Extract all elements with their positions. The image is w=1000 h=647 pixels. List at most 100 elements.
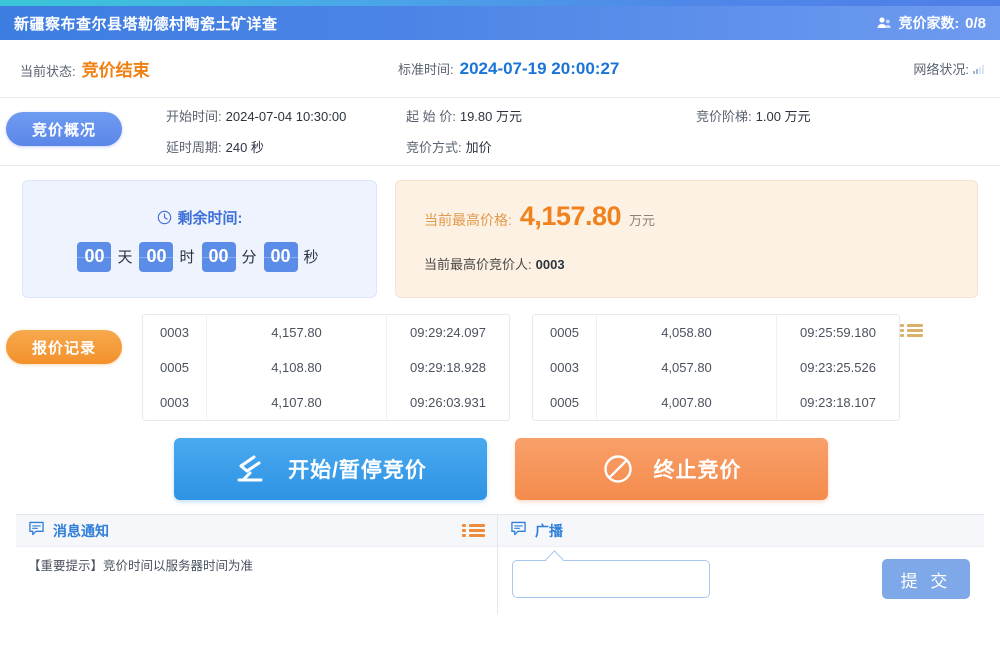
current-state-value: 竞价结束 (81, 61, 150, 80)
table-cell-time: 09:29:18.928 (410, 360, 486, 375)
terminate-bidding-button[interactable]: 终止竞价 (515, 438, 828, 500)
table-cell-bidder: 0003 (143, 315, 207, 350)
table-cell-price: 4,057.80 (597, 350, 777, 385)
message-panel-header: 消息通知 (16, 515, 497, 547)
highest-price-value: 4,157.80 (519, 201, 622, 231)
overview-value: 加价 (465, 140, 492, 155)
bidders-count: 0/8 (965, 14, 986, 32)
remaining-time-label: 剩余时间: (177, 209, 243, 227)
table-cell-bidder: 0003 (533, 350, 597, 385)
overview-value: 1.00 万元 (755, 109, 811, 124)
overview-section: 竞价概况 开始时间: 2024-07-04 10:30:00 起 始 价: 19.8… (0, 98, 1000, 166)
overview-key: 竞价方式: (406, 140, 462, 155)
bidders-count-group: 竞价家数: 0/8 (876, 13, 986, 33)
highest-price-label: 当前最高价格: (424, 212, 512, 228)
overview-key: 起 始 价: (406, 109, 456, 124)
highest-price-unit: 万元 (629, 213, 656, 228)
terminate-bidding-label: 终止竞价 (653, 459, 742, 482)
standard-time-group: 标准时间: 2024-07-19 20:00:27 (398, 59, 619, 79)
overview-key: 开始时间: (166, 109, 222, 124)
countdown-seconds-unit: 秒 (303, 249, 319, 266)
countdown-hours-unit: 时 (179, 249, 195, 266)
remaining-time-card: 剩余时间: 00 天 00 时 00 分 00 秒 (22, 180, 377, 298)
overview-item-start-time: 开始时间: 2024-07-04 10:30:00 (166, 106, 406, 125)
tab-bid-records-label: 报价记录 (31, 339, 96, 357)
standard-time-value: 2024-07-19 20:00:27 (459, 58, 620, 78)
bottom-panels: 消息通知 【重要提示】竞价时间以服务器时间为准 广播 (16, 514, 984, 614)
current-state-group: 当前状态: 竞价结束 (20, 56, 150, 81)
remaining-time-header: 剩余时间: (157, 207, 243, 228)
broadcast-input-wrapper (512, 560, 868, 598)
page-title: 新疆察布查尔县塔勒德村陶瓷土矿详查 (14, 15, 278, 33)
table-cell-price: 4,108.80 (207, 350, 387, 385)
highest-bidder-value: 0003 (535, 257, 565, 272)
broadcast-panel-header: 广播 (498, 515, 984, 547)
overview-item-start-price: 起 始 价: 19.80 万元 (406, 106, 696, 125)
bid-records-table-right: 0005 4,058.80 09:25:59.180 0003 4,057.80… (532, 314, 900, 421)
bidders-label: 竞价家数: (898, 15, 960, 31)
countdown-seconds: 00 (263, 241, 298, 272)
network-status-label: 网络状况: (913, 62, 969, 77)
start-pause-bidding-label: 开始/暂停竞价 (288, 459, 427, 482)
message-list-icon[interactable] (462, 524, 485, 537)
table-cell-bidder: 0005 (533, 385, 597, 420)
start-pause-bidding-button[interactable]: 开始/暂停竞价 (174, 438, 487, 500)
tab-overview[interactable]: 竞价概况 (6, 112, 122, 146)
overview-key: 延时周期: (166, 140, 222, 155)
table-cell-price: 4,157.80 (207, 315, 387, 350)
overview-item-delay-cycle: 延时周期: 240 秒 (166, 137, 406, 156)
countdown-days-unit: 天 (117, 249, 133, 266)
gavel-icon (234, 454, 268, 484)
overview-grid: 开始时间: 2024-07-04 10:30:00 起 始 价: 19.80 万元 … (166, 106, 1000, 156)
summary-cards: 剩余时间: 00 天 00 时 00 分 00 秒 当前最高价格: 4,157.… (0, 166, 1000, 310)
broadcast-panel-title: 广播 (535, 522, 563, 539)
overview-value: 2024-07-04 10:30:00 (225, 109, 347, 124)
countdown-minutes-unit: 分 (241, 249, 257, 266)
title-bar: 新疆察布查尔县塔勒德村陶瓷土矿详查 竞价家数: 0/8 (0, 6, 1000, 40)
bid-records-tables: 0003 4,157.80 09:29:24.097 0005 4,108.80… (142, 314, 900, 421)
clock-icon (157, 210, 172, 225)
broadcast-input[interactable] (512, 560, 710, 598)
overview-item-step: 竞价阶梯: 1.00 万元 (696, 106, 1000, 125)
overview-value: 19.80 万元 (459, 109, 522, 124)
message-panel-title: 消息通知 (53, 522, 109, 539)
broadcast-submit-button[interactable]: 提 交 (882, 559, 970, 599)
table-cell-bidder: 0003 (143, 385, 207, 420)
table-cell-time: 09:23:18.107 (800, 395, 876, 410)
standard-time-label: 标准时间: (398, 61, 454, 77)
countdown-hours: 00 (139, 241, 174, 272)
message-line: 【重要提示】竞价时间以服务器时间为准 (28, 559, 254, 573)
network-status-group: 网络状况: (913, 59, 984, 78)
table-cell-time: 09:29:24.097 (410, 325, 486, 340)
status-row: 当前状态: 竞价结束 标准时间: 2024-07-19 20:00:27 网络状… (0, 40, 1000, 98)
table-cell-price: 4,007.80 (597, 385, 777, 420)
table-cell-time: 09:25:59.180 (800, 325, 876, 340)
tab-overview-label: 竞价概况 (31, 121, 96, 139)
tab-bid-records[interactable]: 报价记录 (6, 330, 122, 364)
table-cell-price: 4,107.80 (207, 385, 387, 420)
table-cell-time: 09:23:25.526 (800, 360, 876, 375)
bid-records-list-icon[interactable] (900, 324, 923, 337)
bid-records-table-left: 0003 4,157.80 09:29:24.097 0005 4,108.80… (142, 314, 510, 421)
ban-icon (602, 453, 634, 485)
table-cell-price: 4,058.80 (597, 315, 777, 350)
message-panel-body: 【重要提示】竞价时间以服务器时间为准 (16, 547, 497, 614)
top-accent-strip (0, 0, 1000, 6)
overview-value: 240 秒 (225, 140, 264, 155)
users-icon (876, 15, 892, 31)
bid-records-section: 报价记录 0003 4,157.80 09:29:24.097 0005 4,1… (0, 310, 1000, 428)
table-cell-time: 09:26:03.931 (410, 395, 486, 410)
table-cell-bidder: 0005 (533, 315, 597, 350)
comment-icon (510, 521, 527, 541)
countdown: 00 天 00 时 00 分 00 秒 (77, 241, 321, 272)
signal-bars-icon (973, 63, 984, 74)
table-cell-bidder: 0005 (143, 350, 207, 385)
highest-price-row: 当前最高价格: 4,157.80 万元 (424, 201, 977, 232)
message-notification-panel: 消息通知 【重要提示】竞价时间以服务器时间为准 (16, 515, 498, 614)
overview-key: 竞价阶梯: (696, 109, 752, 124)
highest-bidder-row: 当前最高价竞价人: 0003 (424, 254, 977, 273)
highest-price-card: 当前最高价格: 4,157.80 万元 当前最高价竞价人: 0003 (395, 180, 978, 298)
overview-item-bid-method: 竞价方式: 加价 (406, 137, 696, 156)
highest-bidder-label: 当前最高价竞价人: (424, 257, 532, 272)
